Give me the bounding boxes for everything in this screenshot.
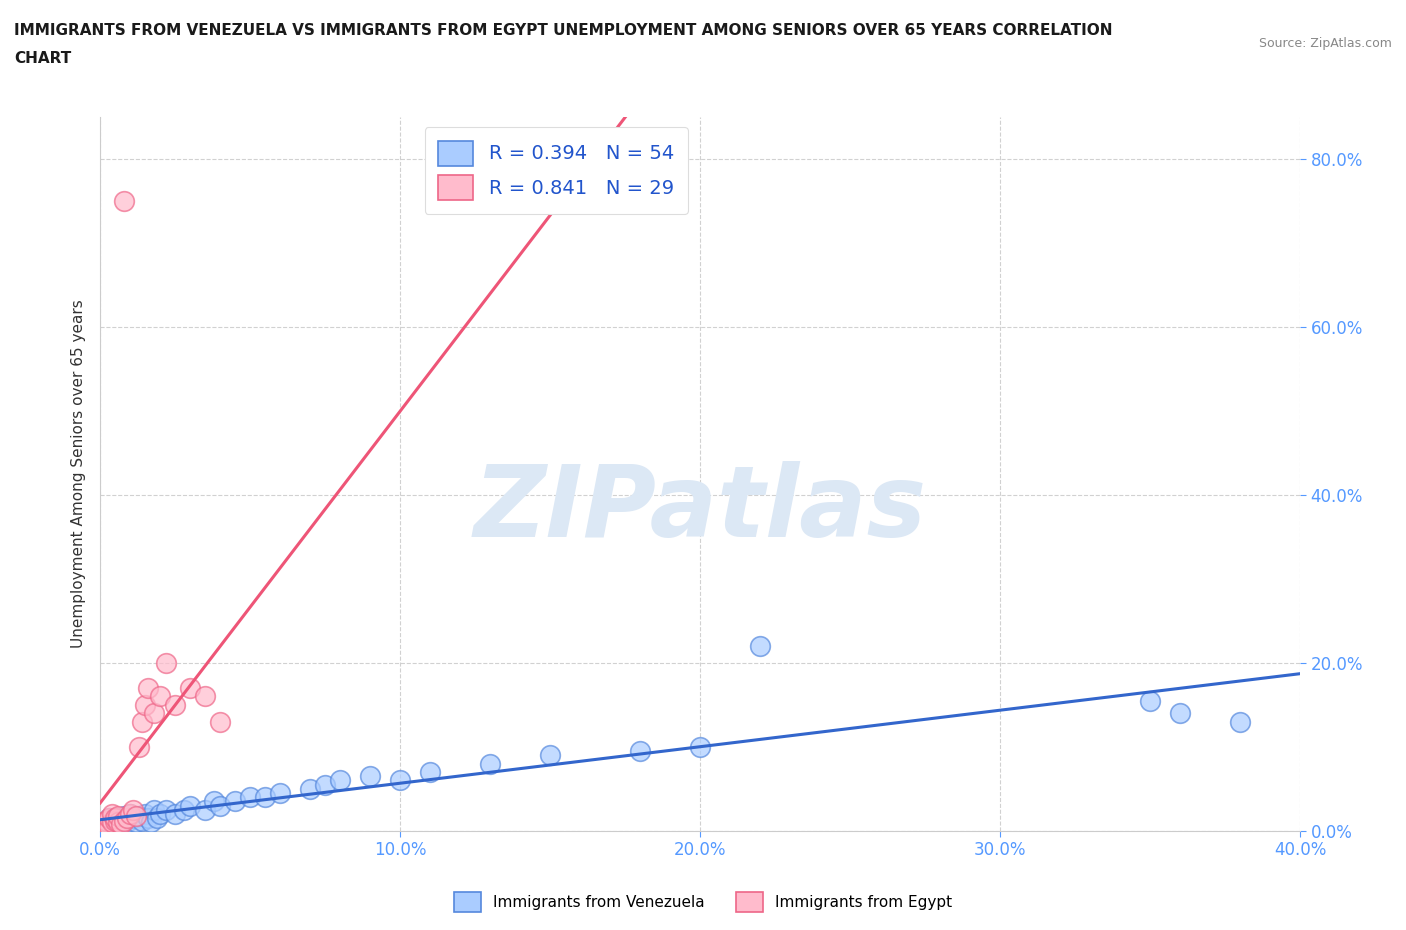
Point xyxy=(165,698,187,712)
Point xyxy=(194,803,217,817)
Point xyxy=(107,808,129,823)
Point xyxy=(143,803,166,817)
Point xyxy=(94,813,117,828)
Point xyxy=(128,808,150,823)
Point xyxy=(98,819,121,834)
Point xyxy=(107,815,129,830)
Point xyxy=(689,739,711,754)
Point xyxy=(628,744,651,759)
Point xyxy=(179,681,201,696)
Point xyxy=(104,811,127,826)
Legend: Immigrants from Venezuela, Immigrants from Egypt: Immigrants from Venezuela, Immigrants fr… xyxy=(447,886,959,918)
Point xyxy=(112,813,135,828)
Point xyxy=(136,811,159,826)
Point xyxy=(131,813,153,828)
Point xyxy=(134,806,156,821)
Point xyxy=(107,811,129,826)
Point xyxy=(125,808,148,823)
Point xyxy=(98,819,121,834)
Point xyxy=(91,819,114,834)
Point xyxy=(101,815,124,830)
Point xyxy=(120,806,142,821)
Point xyxy=(91,815,114,830)
Point xyxy=(146,811,169,826)
Point xyxy=(112,193,135,208)
Point xyxy=(98,813,121,828)
Point xyxy=(149,806,172,821)
Point xyxy=(115,811,138,826)
Point xyxy=(134,698,156,712)
Point xyxy=(749,639,772,654)
Text: ZIPatlas: ZIPatlas xyxy=(474,461,927,558)
Point xyxy=(314,777,336,792)
Point xyxy=(329,773,352,788)
Point xyxy=(128,739,150,754)
Point xyxy=(112,808,135,823)
Point xyxy=(1229,714,1251,729)
Point xyxy=(104,813,127,828)
Point xyxy=(107,817,129,831)
Point xyxy=(239,790,262,804)
Text: IMMIGRANTS FROM VENEZUELA VS IMMIGRANTS FROM EGYPT UNEMPLOYMENT AMONG SENIORS OV: IMMIGRANTS FROM VENEZUELA VS IMMIGRANTS … xyxy=(14,23,1112,38)
Point xyxy=(139,815,162,830)
Text: Source: ZipAtlas.com: Source: ZipAtlas.com xyxy=(1258,37,1392,50)
Point xyxy=(155,803,177,817)
Point xyxy=(104,811,127,826)
Point xyxy=(110,815,132,830)
Point xyxy=(94,815,117,830)
Text: CHART: CHART xyxy=(14,51,72,66)
Point xyxy=(101,806,124,821)
Point xyxy=(389,773,412,788)
Point xyxy=(131,714,153,729)
Point xyxy=(125,815,148,830)
Point xyxy=(299,781,322,796)
Point xyxy=(94,817,117,831)
Point xyxy=(98,811,121,826)
Point xyxy=(209,714,232,729)
Point xyxy=(149,689,172,704)
Point xyxy=(143,706,166,721)
Point xyxy=(122,811,145,826)
Point xyxy=(194,689,217,704)
Legend: R = 0.394   N = 54, R = 0.841   N = 29: R = 0.394 N = 54, R = 0.841 N = 29 xyxy=(425,127,688,214)
Point xyxy=(359,769,381,784)
Point xyxy=(120,811,142,826)
Point xyxy=(419,764,441,779)
Point xyxy=(98,811,121,826)
Point xyxy=(101,817,124,831)
Point xyxy=(91,819,114,834)
Point xyxy=(122,803,145,817)
Point xyxy=(224,794,246,809)
Point xyxy=(110,817,132,831)
Point xyxy=(120,806,142,821)
Point xyxy=(173,803,195,817)
Point xyxy=(1139,693,1161,708)
Point xyxy=(112,813,135,828)
Point xyxy=(202,794,225,809)
Point xyxy=(179,798,201,813)
Point xyxy=(104,819,127,834)
Point xyxy=(115,815,138,830)
Point xyxy=(209,798,232,813)
Point xyxy=(538,748,561,763)
Point xyxy=(104,813,127,828)
Point xyxy=(165,806,187,821)
Point xyxy=(136,681,159,696)
Point xyxy=(254,790,277,804)
Y-axis label: Unemployment Among Seniors over 65 years: Unemployment Among Seniors over 65 years xyxy=(72,299,86,648)
Point xyxy=(155,656,177,671)
Point xyxy=(269,786,291,801)
Point xyxy=(1168,706,1191,721)
Point xyxy=(479,756,502,771)
Point xyxy=(101,815,124,830)
Point xyxy=(94,817,117,831)
